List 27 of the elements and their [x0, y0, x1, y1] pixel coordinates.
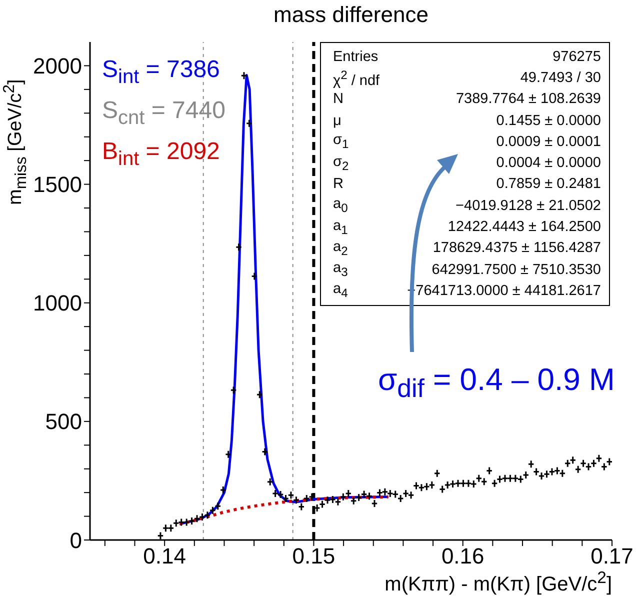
y-tick-label: 1000	[33, 290, 82, 316]
text: N 7389.7764 ± 108.2639	[333, 91, 601, 108]
text: σ$_{2}$ 0.0004 ± 0.0000	[333, 154, 601, 173]
x-tick-label: 0.15	[292, 544, 336, 569]
text: a$_{3}$ 642991.7500 ± 7510.3530	[333, 260, 601, 280]
y-tick-label: 1500	[33, 172, 82, 198]
text: a$_{1}$ 12422.4443 ± 164.2500	[333, 218, 601, 236]
text: Entries 976275	[333, 48, 601, 65]
text: a$_{0}$ −4019.9128 ± 21.0502	[333, 196, 601, 216]
x-tick-label: 0.17	[590, 544, 634, 569]
text: χ$^{2}$ / ndf 49.7493 / 30	[333, 68, 601, 88]
y-tick-label: 2000	[33, 54, 82, 79]
text: R 0.7859 ± 0.2481	[333, 176, 601, 192]
chart-title: mass difference	[272, 2, 430, 28]
annotation: σ$_{dif}$ = 0.4 – 0.9 M	[378, 360, 615, 406]
x-tick-label: 0.14	[143, 544, 186, 569]
y-tick-label: 0	[70, 528, 82, 553]
annotation: S$_{int}$ = 7386	[102, 56, 220, 89]
annotation: B$_{int}$ = 2092	[102, 138, 220, 171]
line-series	[178, 495, 390, 526]
text: μ 0.1455 ± 0.0000	[333, 112, 601, 129]
text: σ$_{1}$ 0.0009 ± 0.0001	[333, 132, 601, 152]
x-tick-label: 0.16	[441, 544, 484, 569]
annotation: S$_{cnt}$ = 7440	[102, 97, 226, 130]
text: a$_{2}$ 178629.4375 ± 1156.4287	[333, 238, 601, 258]
x-axis-title: m(Kππ) - m(Kπ) [GeV/c$^{2}$]	[384, 568, 612, 597]
y-tick-label: 500	[45, 409, 82, 434]
